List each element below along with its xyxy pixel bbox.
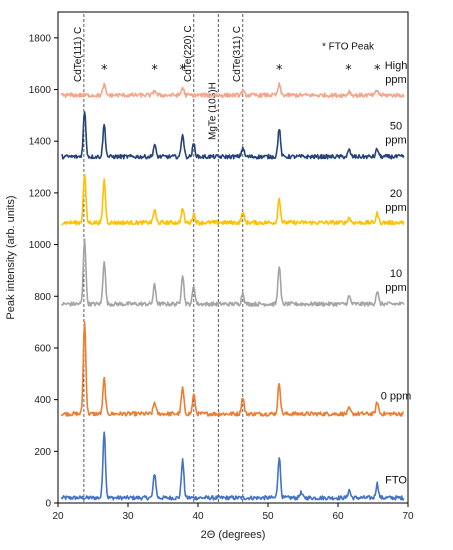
legend-note: * FTO Peak [322, 41, 375, 52]
y-axis-title: Peak intensity (arb. units) [5, 195, 17, 319]
series-label: ppm [385, 202, 406, 214]
series-label: 0 ppm [381, 391, 412, 403]
series-label: ppm [385, 282, 406, 294]
fto-peak-marker: * [345, 63, 352, 78]
fto-peak-marker: * [276, 63, 283, 78]
series-line [60, 82, 405, 99]
y-tick-label: 1000 [29, 240, 52, 251]
series-label: 10 [390, 268, 402, 280]
x-tick-label: 70 [402, 511, 414, 522]
series-line [60, 321, 405, 417]
series-label: 50 [390, 121, 402, 133]
series-label: ppm [385, 135, 406, 147]
y-tick-label: 1800 [29, 33, 52, 44]
y-tick-label: 800 [34, 292, 51, 303]
y-tick-label: 600 [34, 343, 51, 354]
series-label: High [385, 60, 408, 72]
reference-line-label: CdTe(111) C [73, 27, 84, 82]
y-tick-label: 0 [45, 499, 51, 510]
x-tick-label: 40 [192, 511, 204, 522]
y-tick-label: 1600 [29, 85, 52, 96]
y-tick-label: 1400 [29, 137, 52, 148]
series-line [60, 431, 405, 501]
fto-peak-marker: * [179, 63, 186, 78]
x-tick-label: 60 [332, 511, 344, 522]
fto-peak-marker: * [101, 63, 108, 78]
series-line [60, 111, 405, 160]
series-label: ppm [385, 74, 406, 86]
plot-frame [57, 11, 409, 504]
reference-line-label: CdTe(220) C [183, 25, 194, 82]
series-line [60, 238, 405, 307]
reference-line-label: CdTe(311) C [232, 26, 243, 82]
series-label: FTO [385, 475, 407, 487]
series-line [61, 173, 405, 226]
y-tick-label: 200 [34, 447, 51, 458]
fto-peak-marker: * [374, 63, 381, 78]
x-tick-label: 20 [52, 511, 64, 522]
y-tick-label: 1200 [29, 188, 52, 199]
series-label: 20 [390, 188, 402, 200]
x-axis-title: 2Θ (degrees) [201, 529, 266, 541]
x-tick-label: 50 [262, 511, 274, 522]
y-tick-label: 400 [34, 395, 51, 406]
fto-peak-marker: * [151, 63, 158, 78]
reference-line-label: MgTe (103)H [207, 82, 218, 140]
x-tick-label: 30 [122, 511, 134, 522]
